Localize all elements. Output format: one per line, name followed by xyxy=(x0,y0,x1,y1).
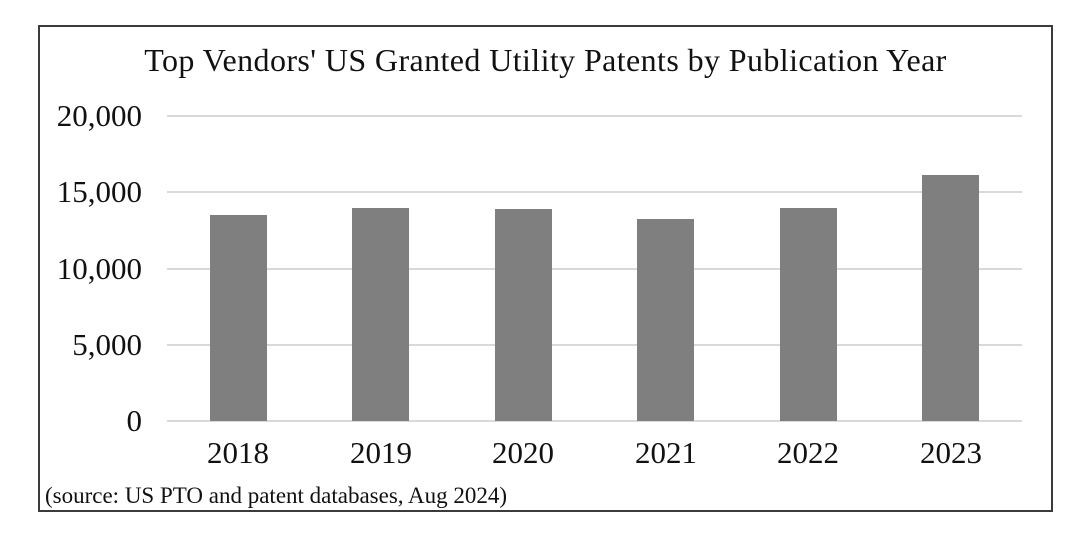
y-axis-tick-label: 20,000 xyxy=(56,98,142,133)
x-axis-label-2018: 2018 xyxy=(207,435,269,470)
x-axis-label-2023: 2023 xyxy=(920,435,982,470)
x-axis-label-2022: 2022 xyxy=(777,435,839,470)
x-axis-label-2019: 2019 xyxy=(350,435,412,470)
chart-frame: Top Vendors' US Granted Utility Patents … xyxy=(38,25,1053,512)
gridline xyxy=(167,191,1022,194)
plot-area: 0 5,000 10,000 15,000 20,000 2018 2019 2020 2021… xyxy=(40,27,1051,510)
gridline xyxy=(167,343,1022,346)
gridline xyxy=(167,267,1022,270)
y-axis-tick-label: 15,000 xyxy=(56,174,142,210)
bar-2021 xyxy=(637,219,694,421)
bar-2018 xyxy=(210,215,267,421)
bar-2019 xyxy=(352,208,409,421)
gridline xyxy=(167,420,1022,422)
source-note: (source: US PTO and patent databases, Au… xyxy=(45,483,508,508)
gridline xyxy=(167,115,1022,117)
x-axis-label-2021: 2021 xyxy=(635,435,697,470)
bar-2022 xyxy=(780,208,837,421)
y-axis-tick-label: 5,000 xyxy=(72,326,142,362)
y-axis-tick-label: 0 xyxy=(126,403,143,438)
bar-2023 xyxy=(922,175,979,421)
y-axis-tick-label: 10,000 xyxy=(56,250,142,286)
x-axis-label-2020: 2020 xyxy=(492,435,554,470)
bar-2020 xyxy=(495,209,552,421)
chart-title: Top Vendors' US Granted Utility Patents … xyxy=(144,42,947,78)
